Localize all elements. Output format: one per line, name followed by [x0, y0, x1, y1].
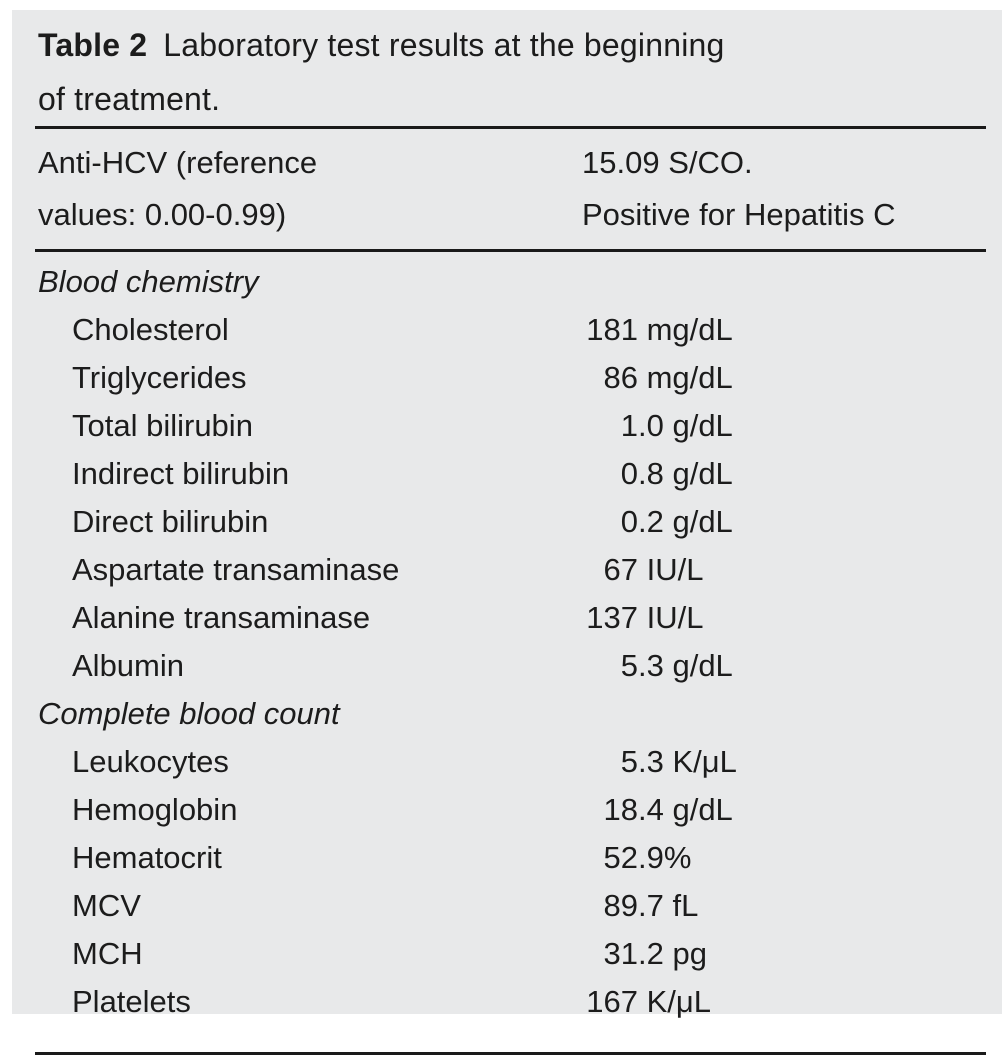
table-body: Blood chemistry Cholesterol 181 mg/dL Tr…	[12, 252, 1002, 1026]
row-value-number: 0	[620, 504, 638, 539]
row-value: 89.7 fL	[582, 882, 699, 930]
row-value-number: 181	[586, 312, 638, 347]
middle-divider	[35, 249, 986, 252]
table-number: Table 2	[38, 27, 148, 63]
caption-line-2: of treatment.	[38, 81, 221, 117]
row-value: 5.3 g/dL	[582, 642, 733, 690]
row-value: 31.2 pg	[582, 930, 707, 978]
row-value-unit: .4 g/dL	[638, 792, 733, 827]
anti-hcv-value-line-1: 15.09 S/CO.	[582, 145, 753, 180]
row-label: Hemoglobin	[72, 792, 238, 827]
row-value: 86 mg/dL	[582, 354, 733, 402]
caption-line-1: Table 2 Laboratory test results at the be…	[38, 18, 1002, 72]
table-panel: Table 2 Laboratory test results at the be…	[12, 10, 1002, 1055]
row-value-number: 18	[603, 792, 638, 827]
table-row-indirect-bilirubin: Indirect bilirubin 0.8 g/dL	[38, 450, 1002, 498]
row-value: 52.9%	[582, 834, 692, 882]
section-header-complete-blood-count: Complete blood count	[38, 696, 340, 731]
row-label: Alanine transaminase	[72, 600, 371, 635]
top-divider	[35, 126, 986, 129]
row-value-unit: IU/L	[638, 600, 704, 635]
row-value-unit: mg/dL	[638, 312, 733, 347]
row-value-number: 52	[603, 840, 638, 875]
row-value-unit: IU/L	[638, 552, 704, 587]
row-label: MCH	[72, 936, 143, 971]
row-value: 0.8 g/dL	[582, 450, 733, 498]
row-label: Direct bilirubin	[72, 504, 269, 539]
row-value: 137 IU/L	[582, 594, 703, 642]
table-row-platelets: Platelets 167 K/μL	[38, 978, 1002, 1026]
table-row-total-bilirubin: Total bilirubin 1.0 g/dL	[38, 402, 1002, 450]
row-value-unit: .8 g/dL	[638, 456, 733, 491]
row-label: Total bilirubin	[72, 408, 253, 443]
table-row-albumin: Albumin 5.3 g/dL	[38, 642, 1002, 690]
table-row-cholesterol: Cholesterol 181 mg/dL	[38, 306, 1002, 354]
row-label: Leukocytes	[72, 744, 229, 779]
table-row-alanine-transaminase: Alanine transaminase 137 IU/L	[38, 594, 1002, 642]
anti-hcv-value-line-2: Positive for Hepatitis C	[582, 197, 896, 232]
row-value-unit: .3 g/dL	[638, 648, 733, 683]
table-row-mch: MCH 31.2 pg	[38, 930, 1002, 978]
row-value-number: 137	[586, 600, 638, 635]
row-value-unit: .0 g/dL	[638, 408, 733, 443]
row-label: Platelets	[72, 984, 191, 1019]
anti-hcv-label: Anti-HCV (reference values: 0.00-0.99)	[38, 137, 1002, 241]
row-value: 5.3 K/μL	[582, 738, 737, 786]
row-value: 167 K/μL	[582, 978, 711, 1026]
table-row-hemoglobin: Hemoglobin 18.4 g/dL	[38, 786, 1002, 834]
row-label: Hematocrit	[72, 840, 222, 875]
row-value-number: 167	[586, 984, 638, 1019]
row-value-number: 5	[620, 744, 638, 779]
row-label: Indirect bilirubin	[72, 456, 290, 491]
table-row-leukocytes: Leukocytes 5.3 K/μL	[38, 738, 1002, 786]
row-value-number: 67	[603, 552, 638, 587]
row-label: Cholesterol	[72, 312, 229, 347]
row-value-unit: .7 fL	[638, 888, 699, 923]
row-value: 1.0 g/dL	[582, 402, 733, 450]
row-value-number: 1	[620, 408, 638, 443]
row-value-unit: .2 g/dL	[638, 504, 733, 539]
row-value-unit: .3 K/μL	[638, 744, 737, 779]
row-label: Albumin	[72, 648, 184, 683]
table-row-triglycerides: Triglycerides 86 mg/dL	[38, 354, 1002, 402]
row-value-unit: .2 pg	[638, 936, 707, 971]
table-caption: Table 2 Laboratory test results at the be…	[38, 18, 1002, 126]
row-value-unit: .9%	[638, 840, 692, 875]
table-row-mcv: MCV 89.7 fL	[38, 882, 1002, 930]
row-value: 67 IU/L	[582, 546, 704, 594]
row-value-number: 86	[603, 360, 638, 395]
anti-hcv-label-line-2: values: 0.00-0.99)	[38, 197, 287, 232]
anti-hcv-row: Anti-HCV (reference values: 0.00-0.99) 1…	[38, 129, 1002, 249]
caption-text-1: Laboratory test results at the beginning	[163, 27, 725, 63]
row-value-unit: K/μL	[638, 984, 712, 1019]
row-value-number: 0	[620, 456, 638, 491]
row-label: Triglycerides	[72, 360, 247, 395]
section-header-blood-chemistry: Blood chemistry	[38, 264, 259, 299]
anti-hcv-label-line-1: Anti-HCV (reference	[38, 145, 318, 180]
row-value: 18.4 g/dL	[582, 786, 733, 834]
row-label: Aspartate transaminase	[72, 552, 400, 587]
row-value: 181 mg/dL	[582, 306, 733, 354]
table-row-hematocrit: Hematocrit 52.9%	[38, 834, 1002, 882]
row-value: 0.2 g/dL	[582, 498, 733, 546]
row-label: MCV	[72, 888, 141, 923]
row-value-number: 89	[603, 888, 638, 923]
row-value-number: 31	[603, 936, 638, 971]
row-value-unit: mg/dL	[638, 360, 733, 395]
row-value-number: 5	[620, 648, 638, 683]
table-row-aspartate-transaminase: Aspartate transaminase 67 IU/L	[38, 546, 1002, 594]
anti-hcv-value: 15.09 S/CO. Positive for Hepatitis C	[582, 137, 896, 241]
table-row-direct-bilirubin: Direct bilirubin 0.2 g/dL	[38, 498, 1002, 546]
